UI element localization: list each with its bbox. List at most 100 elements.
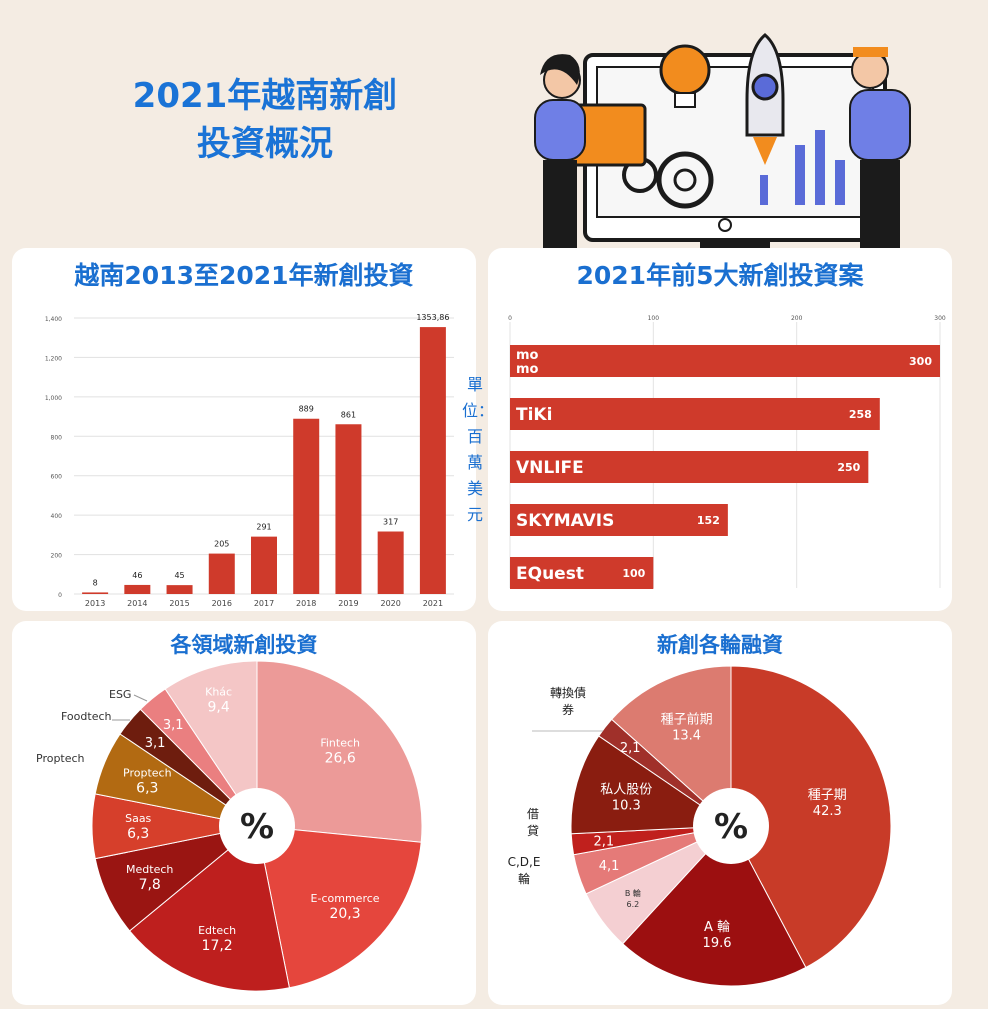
bar-value-label: 258	[849, 408, 872, 421]
slice-value: 6,3	[127, 826, 149, 842]
slice-label: E-commerce	[311, 892, 380, 905]
outside-label: 借	[527, 807, 539, 821]
slice-value: 6,3	[136, 780, 158, 796]
company-logo-text: mo	[516, 362, 539, 377]
slice-label: 種子期	[808, 787, 847, 803]
sector-investment-card: 各領域新創投資 % Fintech 26,6 E-commerce 20,3 Edtech…	[12, 621, 476, 1005]
bar-value-label: 100	[622, 567, 645, 580]
bar	[335, 424, 362, 594]
slice-value: 26,6	[325, 751, 356, 767]
company-logo-text: VNLIFE	[516, 458, 584, 478]
pie-slice	[621, 825, 807, 987]
bar-value-label: 291	[256, 523, 271, 532]
company-logo-text: TiKi	[516, 405, 552, 425]
bar	[510, 504, 728, 536]
slice-value: 19.6	[703, 936, 732, 951]
slice-value: 2,1	[620, 741, 641, 756]
pie-slice	[611, 665, 732, 828]
bar-value-label: 8	[93, 578, 98, 587]
company-logo-text: mo	[516, 348, 539, 363]
x-tick-label: 200	[791, 315, 803, 322]
outside-label: Proptech	[36, 752, 85, 765]
yearly-bar-chart: 0 200 400 600 800 1,000 1,200 1,400 8 2013 46 2014 4…	[45, 313, 454, 608]
pie-slice	[256, 660, 423, 843]
slice-label: Fintech	[320, 737, 360, 750]
bar-value-label: 317	[383, 518, 398, 527]
pie-slice	[128, 825, 291, 992]
bar	[510, 557, 654, 589]
slice-label: 私人股份	[600, 782, 652, 797]
x-tick-label: 2021	[423, 599, 443, 608]
slice-value: 42.3	[813, 804, 842, 819]
pie-slice	[730, 665, 892, 969]
slice-label: Medtech	[126, 863, 173, 876]
slice-value: 2,1	[593, 835, 614, 850]
y-tick-label: 600	[51, 474, 63, 481]
outside-label: 券	[562, 702, 574, 717]
outside-label: C,D,E	[508, 855, 541, 869]
bar-value-label: 205	[214, 540, 229, 549]
x-tick-label: 2014	[127, 599, 147, 608]
outside-label: 輪	[518, 871, 530, 886]
bar	[166, 585, 193, 594]
bar	[251, 536, 277, 594]
x-tick-label: 2015	[169, 599, 189, 608]
slice-label: Khác	[205, 686, 232, 699]
x-tick-label: 2017	[254, 599, 274, 608]
bar	[124, 584, 151, 594]
page-title-line1: 2021年越南新創	[132, 76, 398, 116]
pie-slice	[256, 825, 422, 989]
page-title: 2021年越南新創 投資概況	[60, 72, 470, 168]
startup-illustration	[534, 33, 911, 250]
y-tick-label: 400	[51, 513, 63, 520]
bar	[293, 418, 320, 594]
bar	[208, 553, 235, 594]
bar-value-label: 250	[837, 461, 860, 474]
company-logo-text: SKYMAVIS	[516, 511, 614, 531]
bar	[419, 327, 446, 594]
slice-label: 種子前期	[661, 712, 713, 728]
slice-label: A 輪	[704, 919, 730, 935]
y-tick-label: 200	[51, 553, 63, 560]
pie-slice	[164, 660, 258, 828]
slice-label: Edtech	[198, 924, 236, 937]
bar-value-label: 45	[174, 571, 184, 580]
company-logo-text: EQuest	[516, 564, 584, 584]
pie-slice	[570, 735, 733, 835]
slice-label: Proptech	[123, 766, 172, 779]
yearly-chart-title: 越南2013至2021年新創投資	[74, 261, 414, 290]
top5-deals-card: 2021年前5大新創投資案 0 100 200 300 300 mo mo 258 TiKi 25…	[488, 248, 952, 611]
slice-value: 6.2	[627, 900, 640, 909]
slice-value: 9,4	[207, 700, 229, 716]
pie-center-label: %	[240, 807, 274, 847]
x-tick-label: 2016	[212, 599, 232, 608]
slice-value: 13.4	[672, 729, 701, 744]
outside-label: 貸	[527, 823, 539, 838]
slice-value: 4,1	[599, 859, 620, 874]
outside-label: Foodtech	[61, 710, 112, 723]
bar-value-label: 861	[341, 410, 356, 419]
slice-value: 3,1	[145, 736, 166, 751]
y-tick-label: 1,200	[45, 355, 62, 362]
slice-value: 10.3	[612, 798, 641, 813]
bar-value-label: 46	[132, 571, 142, 580]
x-tick-label: 100	[648, 315, 660, 322]
x-tick-label: 2020	[380, 599, 400, 608]
sector-chart-title: 各領域新創投資	[170, 633, 318, 657]
slice-label: Saas	[125, 812, 151, 825]
pie-center-circle	[219, 788, 295, 864]
page-title-line2: 投資概況	[197, 124, 333, 164]
y-tick-label: 1,400	[45, 316, 62, 323]
bar	[510, 398, 880, 430]
y-tick-label: 0	[58, 592, 62, 599]
x-tick-label: 0	[508, 315, 512, 322]
bar-value-label: 889	[299, 405, 314, 414]
slice-value: 3,1	[163, 718, 184, 733]
x-tick-label: 300	[934, 315, 946, 322]
bar	[82, 592, 109, 594]
slice-value: 7,8	[139, 877, 161, 893]
bar	[377, 531, 404, 594]
